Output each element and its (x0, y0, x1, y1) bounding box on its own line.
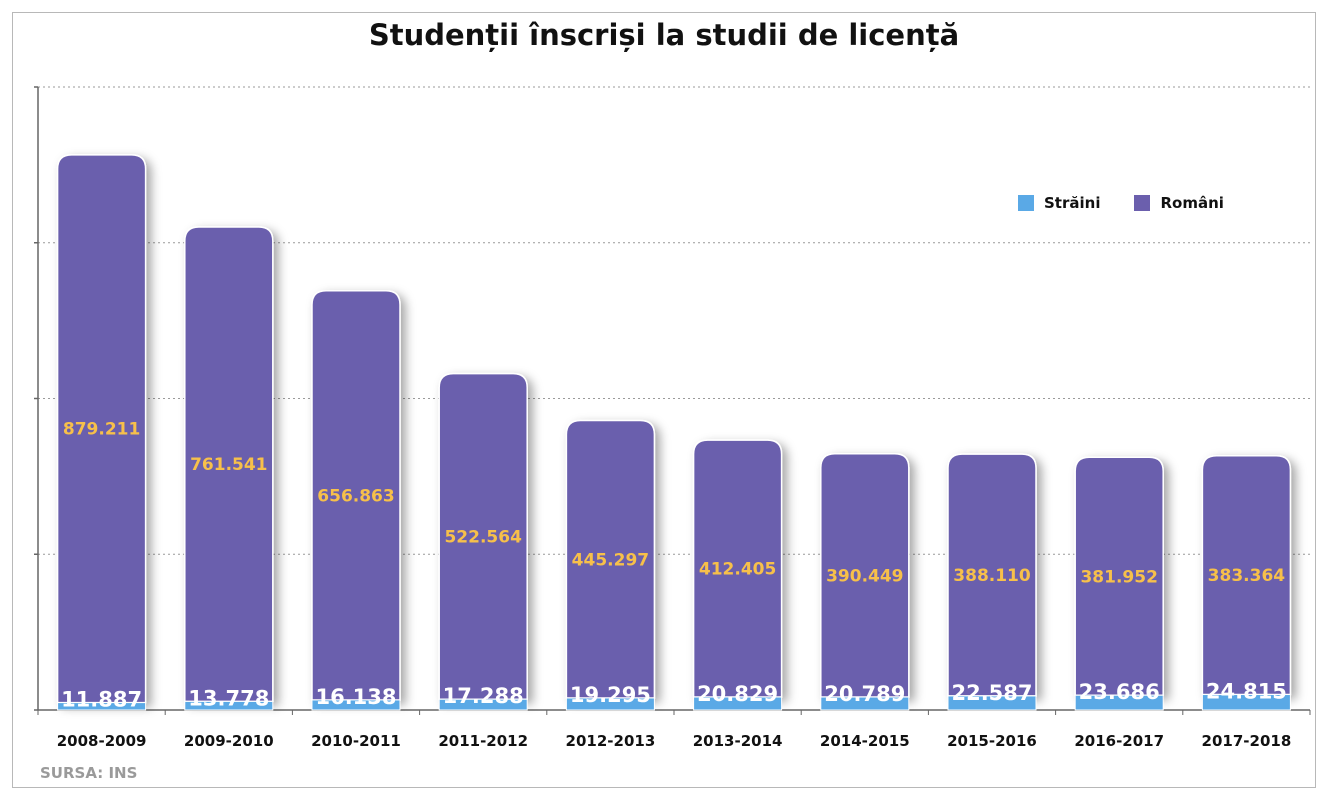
data-label-straini: 11.887 (61, 688, 142, 712)
bar-straini (438, 698, 528, 711)
data-label-straini: 13.778 (188, 686, 269, 710)
data-label-romani: 879.211 (63, 420, 140, 440)
data-label-romani: 445.297 (572, 550, 649, 570)
data-label-straini: 20.789 (824, 682, 905, 706)
x-tick-label: 2016-2017 (1074, 732, 1164, 750)
x-tick-label: 2010-2011 (311, 732, 401, 750)
data-label-romani: 761.541 (190, 455, 267, 475)
bar-romani (56, 154, 147, 704)
bar-romani (438, 372, 528, 700)
data-label-romani: 656.863 (317, 486, 394, 506)
x-tick-label: 2011-2012 (438, 732, 528, 750)
bar-romani (184, 226, 274, 703)
bar-romani (1201, 454, 1292, 696)
legend-label-straini: Străini (1044, 194, 1101, 212)
x-tick-label: 2008-2009 (57, 732, 147, 750)
chart-title: Studenții înscriși la studii de licență (368, 18, 960, 52)
x-tick-label: 2017-2018 (1202, 732, 1292, 750)
x-tick-label: 2009-2010 (184, 732, 274, 750)
bar-romani (565, 419, 656, 699)
bar-romani (311, 289, 401, 701)
bar-straini (820, 696, 910, 711)
x-tick-label: 2015-2016 (947, 732, 1037, 750)
bar-straini (184, 700, 274, 711)
legend-item-romani: Români (1134, 194, 1224, 212)
legend-item-straini: Străini (1018, 194, 1100, 212)
x-tick-label: 2013-2014 (693, 732, 783, 750)
source-note: SURSA: INS (40, 764, 138, 782)
bar-romani (692, 439, 783, 698)
data-label-romani: 522.564 (444, 527, 522, 547)
data-label-straini: 17.288 (443, 684, 524, 708)
legend-swatch-romani (1134, 195, 1151, 211)
data-label-romani: 390.449 (826, 566, 903, 586)
bar-straini (1074, 694, 1164, 711)
data-label-romani: 388.110 (953, 566, 1031, 586)
y-axis (34, 86, 1311, 715)
legend-swatch-straini (1018, 195, 1034, 211)
data-label-straini: 20.829 (697, 682, 778, 706)
data-label-straini: 24.815 (1206, 680, 1287, 704)
bar-straini (693, 696, 783, 711)
x-tick-label: 2012-2013 (566, 732, 656, 750)
bar-straini (311, 699, 401, 711)
bar-straini (1201, 694, 1291, 711)
bar-romani (1074, 456, 1164, 696)
bars (56, 154, 1292, 711)
data-label-romani: 381.952 (1080, 567, 1157, 587)
data-label-straini: 22.587 (951, 681, 1032, 705)
data-label-romani: 383.364 (1208, 566, 1286, 586)
labels: 879.211 11.887 2008-2009 761.541 13.778 2009-… (57, 420, 1292, 750)
bar-romani (947, 453, 1037, 697)
legend-label-romani: Români (1160, 194, 1224, 212)
data-label-romani: 412.405 (699, 560, 776, 580)
x-tick-label: 2014-2015 (820, 732, 910, 750)
data-label-straini: 16.138 (315, 685, 396, 709)
bar-romani (820, 453, 910, 698)
data-label-straini: 19.295 (570, 683, 651, 707)
legend: Străini Români (1018, 194, 1224, 212)
bar-straini (565, 697, 655, 711)
data-label-straini: 23.686 (1079, 680, 1160, 704)
bar-straini (57, 702, 147, 711)
bar-straini (947, 695, 1037, 711)
